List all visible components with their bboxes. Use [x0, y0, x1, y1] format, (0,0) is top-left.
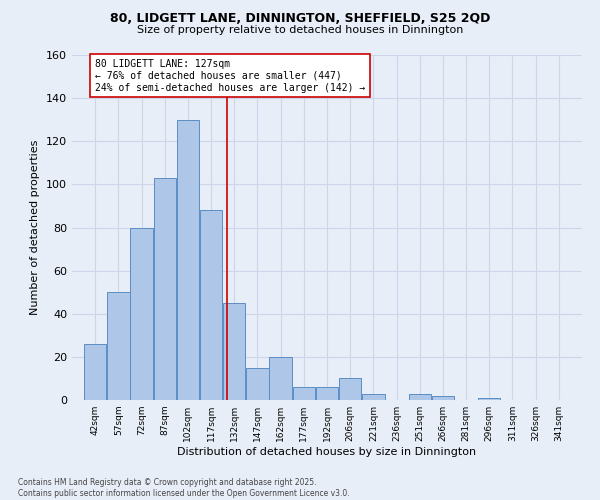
Bar	[432, 396, 454, 400]
Bar	[130, 228, 153, 400]
Bar	[269, 357, 292, 400]
Bar	[246, 368, 269, 400]
Bar	[107, 292, 130, 400]
Bar	[478, 398, 500, 400]
X-axis label: Distribution of detached houses by size in Dinnington: Distribution of detached houses by size …	[178, 447, 476, 457]
Bar	[154, 178, 176, 400]
Text: 80, LIDGETT LANE, DINNINGTON, SHEFFIELD, S25 2QD: 80, LIDGETT LANE, DINNINGTON, SHEFFIELD,…	[110, 12, 490, 26]
Bar	[316, 387, 338, 400]
Bar	[200, 210, 222, 400]
Bar	[362, 394, 385, 400]
Text: 80 LIDGETT LANE: 127sqm
← 76% of detached houses are smaller (447)
24% of semi-d: 80 LIDGETT LANE: 127sqm ← 76% of detache…	[95, 60, 365, 92]
Bar	[293, 387, 315, 400]
Bar	[339, 378, 361, 400]
Text: Size of property relative to detached houses in Dinnington: Size of property relative to detached ho…	[137, 25, 463, 35]
Bar	[409, 394, 431, 400]
Bar	[223, 303, 245, 400]
Text: Contains HM Land Registry data © Crown copyright and database right 2025.
Contai: Contains HM Land Registry data © Crown c…	[18, 478, 350, 498]
Bar	[84, 344, 106, 400]
Bar	[177, 120, 199, 400]
Y-axis label: Number of detached properties: Number of detached properties	[31, 140, 40, 315]
